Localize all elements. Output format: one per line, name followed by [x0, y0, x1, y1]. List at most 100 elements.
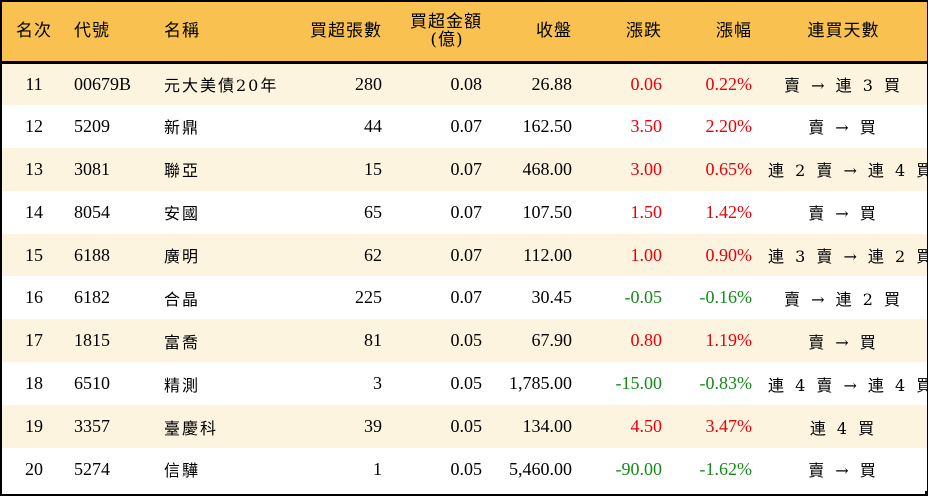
- net-buy-amount-cell: 0.05: [450, 330, 483, 351]
- net-buy-amount-cell: 0.07: [450, 158, 483, 179]
- net-buy-lots-cell: 81: [364, 330, 382, 351]
- header-row: 名次 代號 名稱 買超張數 買超金額 (億) 收盤 漲跌 漲幅 連買天數: [2, 2, 927, 64]
- change-cell: 0.80: [630, 330, 663, 351]
- name-cell: 富喬: [164, 332, 201, 352]
- rank-cell: 16: [25, 287, 43, 308]
- change-pct-cell: 3.47%: [705, 416, 753, 437]
- change-cell: 0.06: [630, 73, 663, 94]
- header-change-pct: 漲幅: [670, 2, 760, 64]
- net-buy-amount-cell: 0.05: [450, 458, 483, 479]
- name-cell: 精測: [164, 375, 201, 395]
- net-buy-lots-cell: 62: [364, 244, 382, 265]
- table-row: 12 5209 新鼎 44 0.07 162.50 3.50 2.20% 賣 →…: [2, 104, 927, 148]
- change-pct-cell: 0.22%: [705, 73, 753, 94]
- change-cell: 3.50: [630, 115, 663, 136]
- net-buy-amount-cell: 0.05: [450, 416, 483, 437]
- net-buy-amount-cell: 0.07: [450, 244, 483, 265]
- change-cell: 3.00: [630, 158, 663, 179]
- code-cell: 6510: [74, 373, 110, 394]
- change-pct-cell: -0.83%: [699, 373, 753, 394]
- table-row: 15 6188 廣明 62 0.07 112.00 1.00 0.90% 連 3…: [2, 233, 928, 277]
- table-row: 11 00679B 元大美債20年 280 0.08 26.88 0.06 0.…: [2, 62, 927, 105]
- rank-cell: 18: [25, 373, 43, 394]
- close-price-cell: 1,785.00: [509, 373, 572, 394]
- close-price-cell: 30.45: [531, 287, 573, 308]
- net-buy-lots-cell: 65: [364, 201, 382, 222]
- table-row: 14 8054 安國 65 0.07 107.50 1.50 1.42% 賣 →…: [2, 190, 927, 234]
- consecutive-days-cell: 賣 → 買: [808, 204, 879, 224]
- close-price-cell: 5,460.00: [509, 458, 572, 479]
- code-cell: 3081: [74, 158, 110, 179]
- header-name: 名稱: [150, 2, 290, 64]
- name-cell: 元大美債20年: [164, 76, 279, 96]
- code-cell: 5274: [74, 458, 110, 479]
- consecutive-days-cell: 賣 → 連 2 買: [784, 289, 903, 309]
- name-cell: 廣明: [164, 247, 201, 266]
- change-cell: -0.05: [624, 287, 663, 308]
- table-row: 16 6182 合晶 225 0.07 30.45 -0.05 -0.16% 賣…: [2, 276, 927, 320]
- change-cell: -90.00: [615, 458, 663, 479]
- consecutive-days-cell: 連 3 賣 → 連 2 買: [768, 247, 928, 266]
- net-buy-amount-cell: 0.05: [450, 373, 483, 394]
- net-buy-lots-cell: 3: [373, 373, 382, 394]
- net-buy-lots-cell: 225: [355, 287, 382, 308]
- code-cell: 5209: [74, 115, 110, 136]
- net-buy-amount-cell: 0.07: [450, 201, 483, 222]
- net-buy-amount-cell: 0.07: [450, 287, 483, 308]
- rank-cell: 17: [25, 330, 43, 351]
- table-row: 20 5274 信驊 1 0.05 5,460.00 -90.00 -1.62%…: [2, 448, 927, 491]
- code-cell: 8054: [74, 201, 110, 222]
- header-net-buy-amount-line1: 買超金額: [410, 12, 482, 33]
- rank-cell: 20: [25, 458, 43, 479]
- rank-cell: 13: [25, 158, 43, 179]
- rank-cell: 19: [25, 416, 43, 437]
- name-cell: 合晶: [164, 289, 201, 309]
- consecutive-days-cell: 連 4 買: [809, 418, 878, 438]
- consecutive-days-cell: 連 4 賣 → 連 4 買: [768, 375, 928, 395]
- change-cell: -15.00: [615, 373, 663, 394]
- code-cell: 3357: [74, 416, 110, 437]
- net-buy-lots-cell: 44: [364, 115, 382, 136]
- change-pct-cell: 0.65%: [705, 158, 753, 179]
- net-buy-amount-cell: 0.07: [450, 115, 483, 136]
- header-code: 代號: [66, 2, 150, 64]
- close-price-cell: 107.50: [522, 201, 573, 222]
- name-cell: 聯亞: [164, 161, 201, 181]
- name-cell: 信驊: [164, 461, 201, 481]
- change-pct-cell: 2.20%: [705, 115, 753, 136]
- net-buy-amount-cell: 0.08: [450, 73, 483, 94]
- header-consecutive-days: 連買天數: [760, 2, 927, 64]
- code-cell: 00679B: [74, 73, 132, 94]
- table-row: 19 3357 臺慶科 39 0.05 134.00 4.50 3.47% 連 …: [2, 405, 927, 449]
- table-row: 13 3081 聯亞 15 0.07 468.00 3.00 0.65% 連 2…: [2, 147, 928, 191]
- table-header: 名次 代號 名稱 買超張數 買超金額 (億) 收盤 漲跌 漲幅 連買天數: [2, 2, 927, 64]
- consecutive-days-cell: 賣 → 買: [808, 118, 879, 138]
- header-net-buy-lots: 買超張數: [290, 2, 390, 64]
- name-cell: 新鼎: [164, 118, 201, 138]
- header-change: 漲跌: [580, 2, 670, 64]
- change-pct-cell: -0.16%: [699, 287, 753, 308]
- name-cell: 臺慶科: [164, 418, 219, 438]
- close-price-cell: 67.90: [531, 330, 573, 351]
- header-close: 收盤: [490, 2, 580, 64]
- code-cell: 1815: [74, 330, 110, 351]
- change-cell: 1.00: [630, 244, 663, 265]
- header-net-buy-amount-line2: (億): [430, 30, 464, 51]
- table-body: 11 00679B 元大美債20年 280 0.08 26.88 0.06 0.…: [2, 62, 928, 491]
- net-buy-lots-cell: 1: [373, 458, 382, 479]
- close-price-cell: 134.00: [522, 416, 573, 437]
- change-pct-cell: 1.42%: [705, 201, 753, 222]
- consecutive-days-cell: 連 2 賣 → 連 4 買: [768, 161, 928, 181]
- rank-cell: 14: [25, 201, 43, 222]
- header-rank: 名次: [2, 2, 66, 64]
- header-net-buy-amount: 買超金額 (億): [390, 2, 490, 64]
- consecutive-days-cell: 賣 → 買: [808, 332, 879, 352]
- close-price-cell: 26.88: [531, 73, 573, 94]
- table-row: 18 6510 精測 3 0.05 1,785.00 -15.00 -0.83%…: [2, 362, 928, 406]
- consecutive-days-cell: 賣 → 買: [808, 461, 879, 481]
- table-row: 17 1815 富喬 81 0.05 67.90 0.80 1.19% 賣 → …: [2, 319, 927, 363]
- rank-cell: 11: [25, 73, 43, 94]
- net-buy-lots-cell: 15: [364, 158, 382, 179]
- change-cell: 1.50: [630, 201, 663, 222]
